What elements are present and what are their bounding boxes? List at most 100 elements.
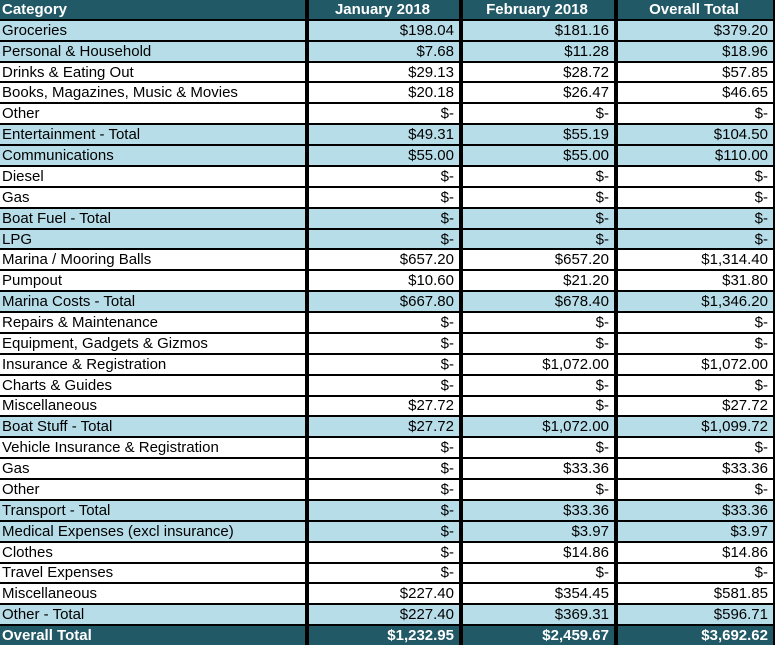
row-february: $1,072.00 (463, 354, 614, 374)
row-category: Pumpout (0, 271, 305, 291)
row-overall-total: $1,314.40 (618, 250, 773, 270)
row-february: $181.16 (463, 20, 614, 40)
row-february: $369.31 (463, 605, 614, 625)
row-overall-total: $- (618, 333, 773, 353)
row-january: $7.68 (309, 41, 459, 61)
row-january: $- (309, 187, 459, 207)
row-category: Marina / Mooring Balls (0, 250, 305, 270)
row-february: $678.40 (463, 292, 614, 312)
row-overall-total: $14.86 (618, 542, 773, 562)
row-category: Groceries (0, 20, 305, 40)
row-overall-total: $- (618, 480, 773, 499)
row-february: $55.00 (463, 146, 614, 165)
row-overall-total: $27.72 (618, 396, 773, 416)
row-overall-total: $33.36 (618, 459, 773, 479)
row-overall-total: $- (618, 438, 773, 458)
footer-february: $2,459.67 (463, 626, 614, 645)
row-overall-total: $33.36 (618, 500, 773, 520)
row-february: $3.97 (463, 521, 614, 541)
row-january: $227.40 (309, 584, 459, 604)
row-overall-total: $46.65 (618, 83, 773, 103)
row-category: Gas (0, 187, 305, 207)
header-overall-total: Overall Total (618, 0, 773, 19)
row-overall-total: $379.20 (618, 20, 773, 40)
row-category: Equipment, Gadgets & Gizmos (0, 333, 305, 353)
row-overall-total: $- (618, 187, 773, 207)
row-overall-total: $- (618, 166, 773, 186)
row-category: Boat Fuel - Total (0, 208, 305, 228)
row-category: Gas (0, 459, 305, 479)
footer-january: $1,232.95 (309, 626, 459, 645)
row-overall-total: $- (618, 313, 773, 332)
row-january: $- (309, 563, 459, 583)
row-january: $- (309, 480, 459, 499)
row-february: $- (463, 396, 614, 416)
row-january: $27.72 (309, 417, 459, 437)
row-january: $- (309, 313, 459, 332)
row-february: $21.20 (463, 271, 614, 291)
row-january: $- (309, 542, 459, 562)
row-category: Repairs & Maintenance (0, 313, 305, 332)
row-february: $- (463, 208, 614, 228)
row-category: Boat Stuff - Total (0, 417, 305, 437)
row-january: $- (309, 104, 459, 124)
row-category: Personal & Household (0, 41, 305, 61)
row-january: $27.72 (309, 396, 459, 416)
row-february: $26.47 (463, 83, 614, 103)
row-february: $- (463, 563, 614, 583)
row-category: Charts & Guides (0, 375, 305, 395)
row-january: $- (309, 333, 459, 353)
row-january: $- (309, 500, 459, 520)
row-overall-total: $- (618, 229, 773, 249)
header-category: Category (0, 0, 305, 19)
row-january: $29.13 (309, 62, 459, 82)
row-january: $657.20 (309, 250, 459, 270)
row-overall-total: $581.85 (618, 584, 773, 604)
row-category: Clothes (0, 542, 305, 562)
row-february: $- (463, 104, 614, 124)
row-february: $28.72 (463, 62, 614, 82)
row-category: Marina Costs - Total (0, 292, 305, 312)
row-overall-total: $104.50 (618, 125, 773, 145)
header-january: January 2018 (309, 0, 459, 19)
row-overall-total: $3.97 (618, 521, 773, 541)
row-february: $657.20 (463, 250, 614, 270)
row-january: $10.60 (309, 271, 459, 291)
row-category: Miscellaneous (0, 396, 305, 416)
row-february: $- (463, 166, 614, 186)
row-january: $20.18 (309, 83, 459, 103)
row-overall-total: $110.00 (618, 146, 773, 165)
row-february: $354.45 (463, 584, 614, 604)
row-february: $- (463, 229, 614, 249)
row-category: Vehicle Insurance & Registration (0, 438, 305, 458)
row-january: $55.00 (309, 146, 459, 165)
row-overall-total: $- (618, 563, 773, 583)
row-january: $- (309, 166, 459, 186)
row-category: Diesel (0, 166, 305, 186)
row-january: $- (309, 438, 459, 458)
row-category: Other (0, 480, 305, 499)
row-february: $1,072.00 (463, 417, 614, 437)
row-category: Transport - Total (0, 500, 305, 520)
row-february: $11.28 (463, 41, 614, 61)
row-january: $198.04 (309, 20, 459, 40)
row-february: $33.36 (463, 459, 614, 479)
header-february: February 2018 (463, 0, 614, 19)
footer-overall-total: $3,692.62 (618, 626, 773, 645)
row-february: $14.86 (463, 542, 614, 562)
row-overall-total: $1,099.72 (618, 417, 773, 437)
row-category: Other (0, 104, 305, 124)
row-january: $- (309, 375, 459, 395)
row-category: Miscellaneous (0, 584, 305, 604)
row-january: $49.31 (309, 125, 459, 145)
row-overall-total: $1,346.20 (618, 292, 773, 312)
row-overall-total: $31.80 (618, 271, 773, 291)
row-overall-total: $- (618, 104, 773, 124)
row-january: $- (309, 521, 459, 541)
row-february: $- (463, 187, 614, 207)
row-january: $- (309, 354, 459, 374)
row-january: $227.40 (309, 605, 459, 625)
row-january: $- (309, 459, 459, 479)
row-january: $- (309, 229, 459, 249)
